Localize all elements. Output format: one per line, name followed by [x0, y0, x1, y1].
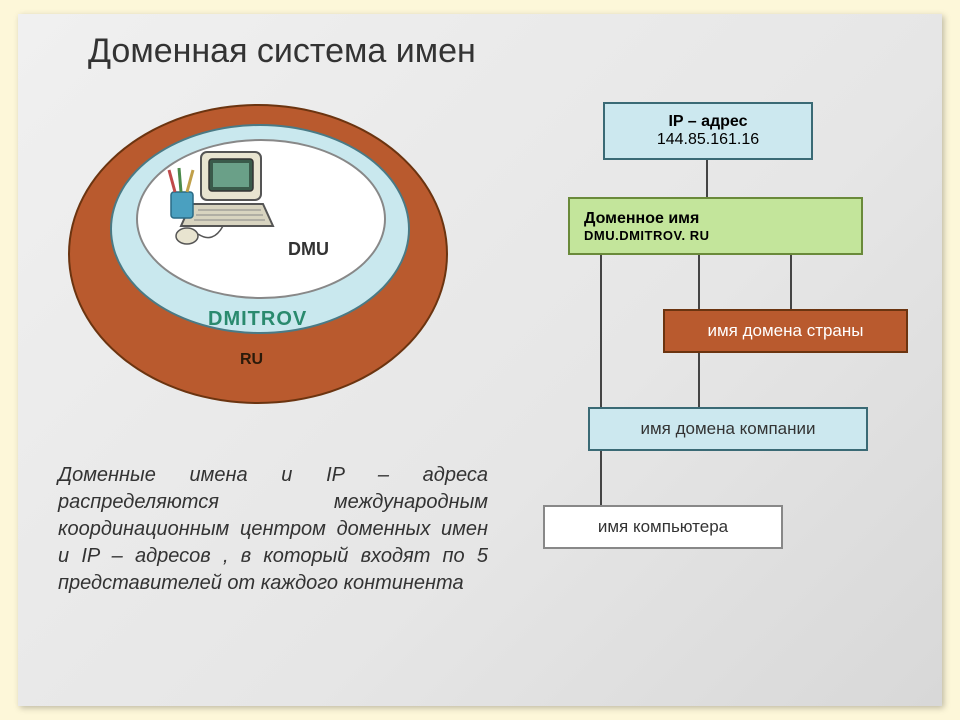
ip-value: 144.85.161.16	[657, 131, 759, 149]
connector-domain-computer	[600, 255, 602, 505]
label-dmitrov: DMITROV	[208, 308, 307, 331]
ip-label: IP – адрес	[668, 113, 747, 131]
slide-title: Доменная система имен	[88, 32, 476, 71]
box-domain-name: Доменное имя DMU.DMITROV. RU	[568, 197, 863, 255]
domain-label: Доменное имя	[584, 210, 699, 228]
slide-panel: Доменная система имен DMU DMITROV RU IP …	[18, 14, 942, 706]
domain-value: DMU.DMITROV. RU	[584, 228, 709, 243]
box-computer-name: имя компьютера	[543, 505, 783, 549]
description-paragraph: Доменные имена и IP – адреса распределяю…	[58, 462, 488, 597]
connector-ip-domain	[706, 160, 708, 197]
computer-icon	[163, 144, 283, 254]
label-dmu: DMU	[288, 239, 329, 260]
label-ru: RU	[240, 351, 263, 369]
connector-domain-country	[790, 255, 792, 309]
box-country-domain: имя домена страны	[663, 309, 908, 353]
box-ip-address: IP – адрес 144.85.161.16	[603, 102, 813, 160]
country-label: имя домена страны	[708, 321, 864, 341]
computer-label: имя компьютера	[598, 517, 728, 537]
company-label: имя домена компании	[640, 419, 815, 439]
box-company-domain: имя домена компании	[588, 407, 868, 451]
